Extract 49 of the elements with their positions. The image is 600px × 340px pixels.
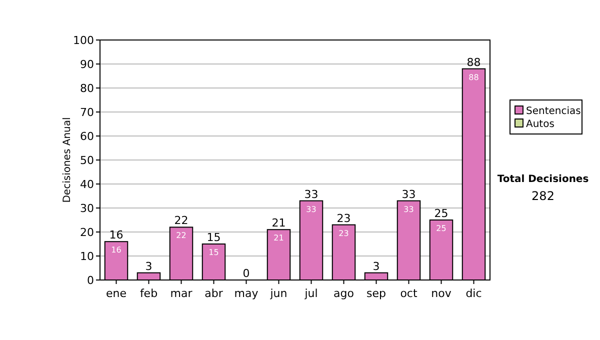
y-tick-label: 50: [80, 154, 94, 167]
data-label: 21: [274, 234, 284, 243]
total-label: 23: [336, 212, 351, 225]
y-tick-label: 20: [80, 226, 94, 239]
y-tick-label: 100: [73, 34, 94, 47]
x-tick-label: may: [234, 287, 259, 300]
data-label: 33: [306, 204, 316, 214]
total-label: 3: [372, 260, 380, 273]
y-tick-label: 90: [80, 58, 94, 71]
total-label: 16: [109, 228, 124, 242]
total-label: 25: [434, 207, 448, 220]
y-tick-label: 30: [80, 202, 94, 215]
text: 282: [532, 189, 554, 203]
x-tick-label: jun: [269, 287, 288, 300]
data-label: 25: [436, 224, 446, 233]
data-label: 33: [404, 204, 414, 214]
x-tick-label: jul: [304, 287, 318, 300]
y-tick-label: 80: [80, 82, 94, 95]
text: Total Decisiones: [497, 174, 589, 185]
x-tick-label: mar: [170, 287, 193, 300]
x-tick-label: oct: [400, 287, 418, 300]
x-tick-label: abr: [204, 287, 224, 300]
x-tick-label: dic: [466, 287, 482, 300]
y-axis-title: Decisiones Anual: [62, 117, 73, 203]
total-label: 15: [206, 231, 221, 244]
data-label: 22: [176, 231, 186, 240]
total-label: 3: [145, 260, 152, 273]
data-label: 23: [338, 228, 349, 238]
total-label: 0: [242, 267, 250, 280]
data-label: 88: [468, 72, 479, 82]
legend-label: Sentencias: [526, 106, 581, 117]
total-label: 33: [304, 188, 318, 201]
total-label: 33: [402, 188, 416, 201]
x-tick-label: ago: [334, 287, 354, 300]
x-tick-label: feb: [140, 287, 158, 300]
y-tick-label: 10: [80, 250, 94, 263]
y-tick-label: 40: [80, 178, 94, 191]
x-tick-label: ene: [106, 287, 127, 300]
y-tick-label: 0: [87, 274, 94, 287]
x-tick-label: sep: [366, 287, 386, 300]
data-label: 15: [208, 248, 219, 257]
legend-label: Autos: [526, 119, 554, 130]
total-label: 88: [466, 56, 481, 69]
total-label: 21: [272, 216, 286, 230]
total-label: 22: [174, 214, 188, 228]
data-label: 16: [111, 246, 122, 255]
y-tick-label: 60: [80, 130, 94, 143]
y-tick-label: 70: [80, 106, 94, 119]
x-tick-label: nov: [431, 287, 452, 300]
